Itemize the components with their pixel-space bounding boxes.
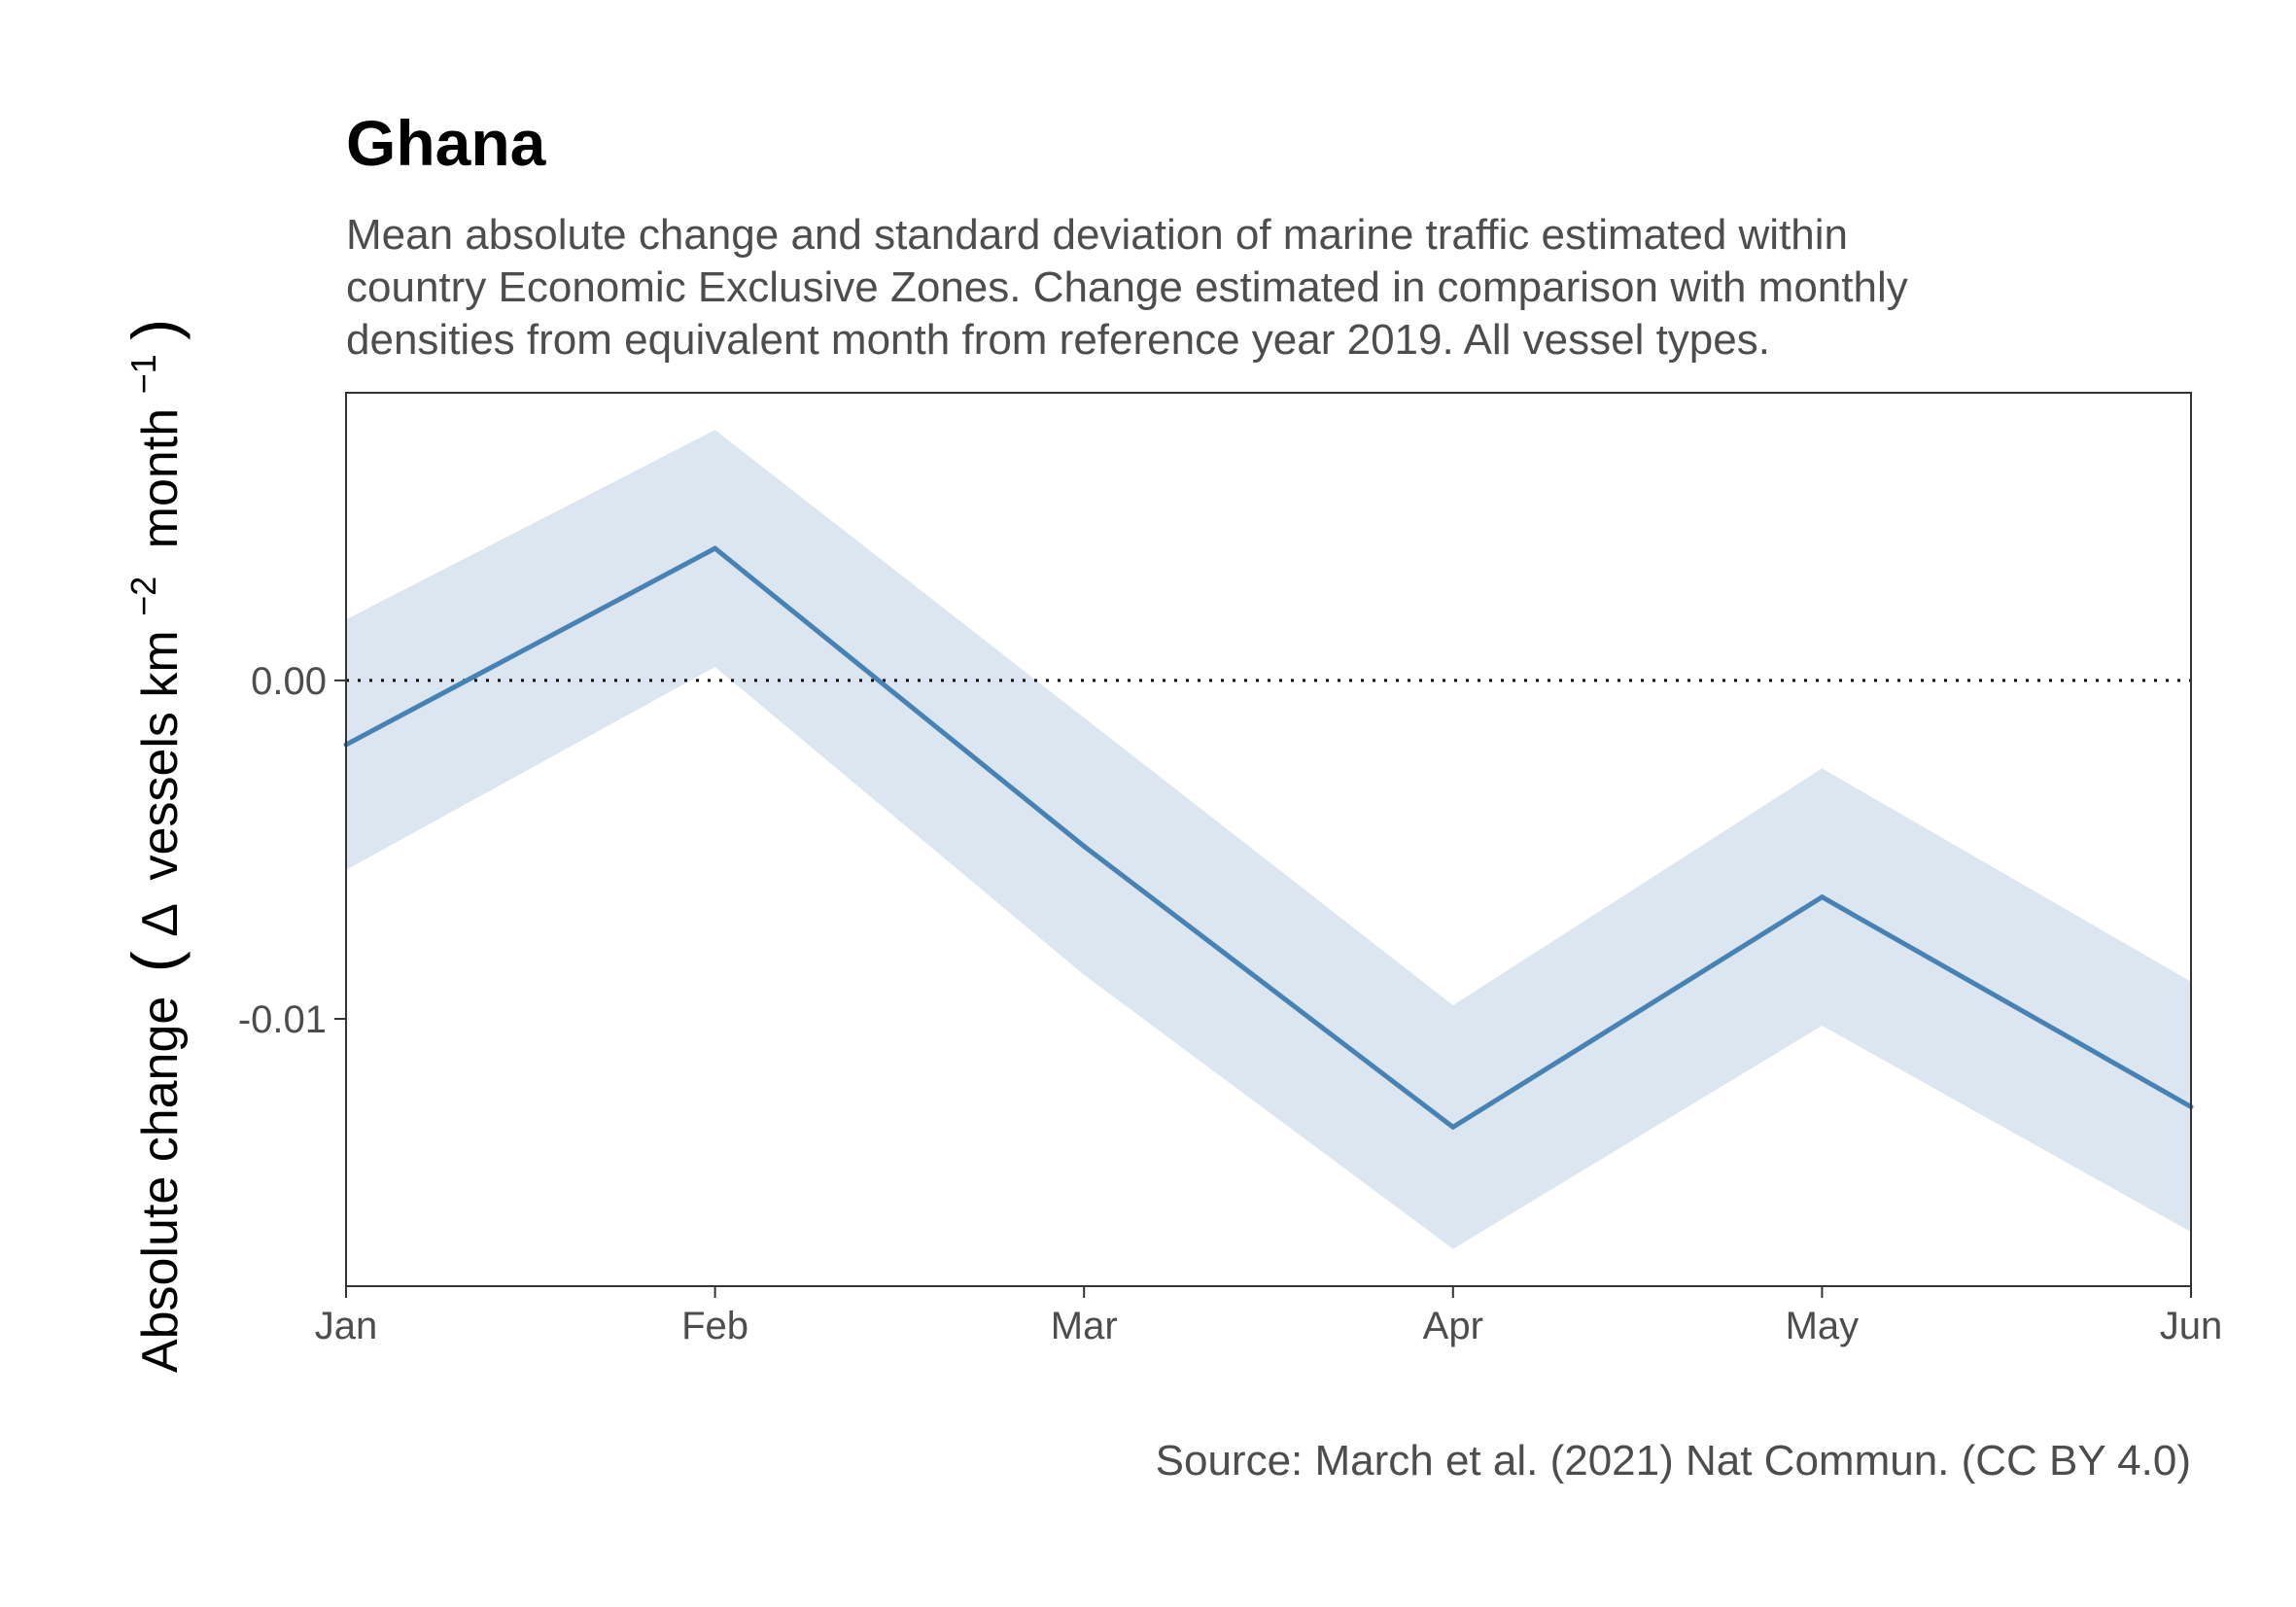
y-axis-label-units-b: month <box>132 408 189 549</box>
data-point-apr <box>1450 1124 1456 1130</box>
y-tick-label: 0.00 <box>251 660 327 703</box>
chart-caption: Source: March et al. (2021) Nat Commun. … <box>1156 1437 2191 1485</box>
chart-title: Ghana <box>346 107 547 179</box>
plot-area: Jan Feb Mar Apr May Jun 0.00 -0.01 <box>238 392 2223 1347</box>
y-axis-label-open-paren: ( <box>119 951 191 972</box>
x-tick-label-mar: Mar <box>1051 1305 1118 1347</box>
data-point-mar <box>1081 843 1087 849</box>
plot-panel-border <box>345 392 2192 1287</box>
x-tick-label-jan: Jan <box>315 1305 378 1347</box>
y-axis-label-sup-b: −1 <box>123 354 163 394</box>
x-tick-label-feb: Feb <box>681 1305 748 1347</box>
sd-ribbon <box>346 430 2191 1249</box>
data-point-feb <box>713 545 718 551</box>
y-axis-label-units-a: vessels km <box>132 630 189 880</box>
y-axis-label-sup-a: −2 <box>123 576 163 616</box>
data-point-may <box>1819 894 1825 900</box>
chart-subtitle-line-2: country Economic Exclusive Zones. Change… <box>346 263 1908 311</box>
y-axis-label-close-paren: ) <box>119 319 191 340</box>
x-tick-label-jun: Jun <box>2160 1305 2223 1347</box>
y-axis-label: Absolute change ( Δ vessels km −2 month … <box>111 319 191 1373</box>
mean-line <box>346 545 2191 1130</box>
chart-subtitle-line-3: densities from equivalent month from ref… <box>346 316 1770 364</box>
chart-subtitle-line-1: Mean absolute change and standard deviat… <box>346 211 1848 259</box>
y-axis-label-delta: Δ <box>132 904 189 937</box>
y-tick-label: -0.01 <box>238 998 327 1041</box>
x-tick-label-apr: Apr <box>1423 1305 1483 1347</box>
x-tick-label-may: May <box>1786 1305 1860 1347</box>
y-axis-label-prefix: Absolute change <box>132 996 189 1373</box>
